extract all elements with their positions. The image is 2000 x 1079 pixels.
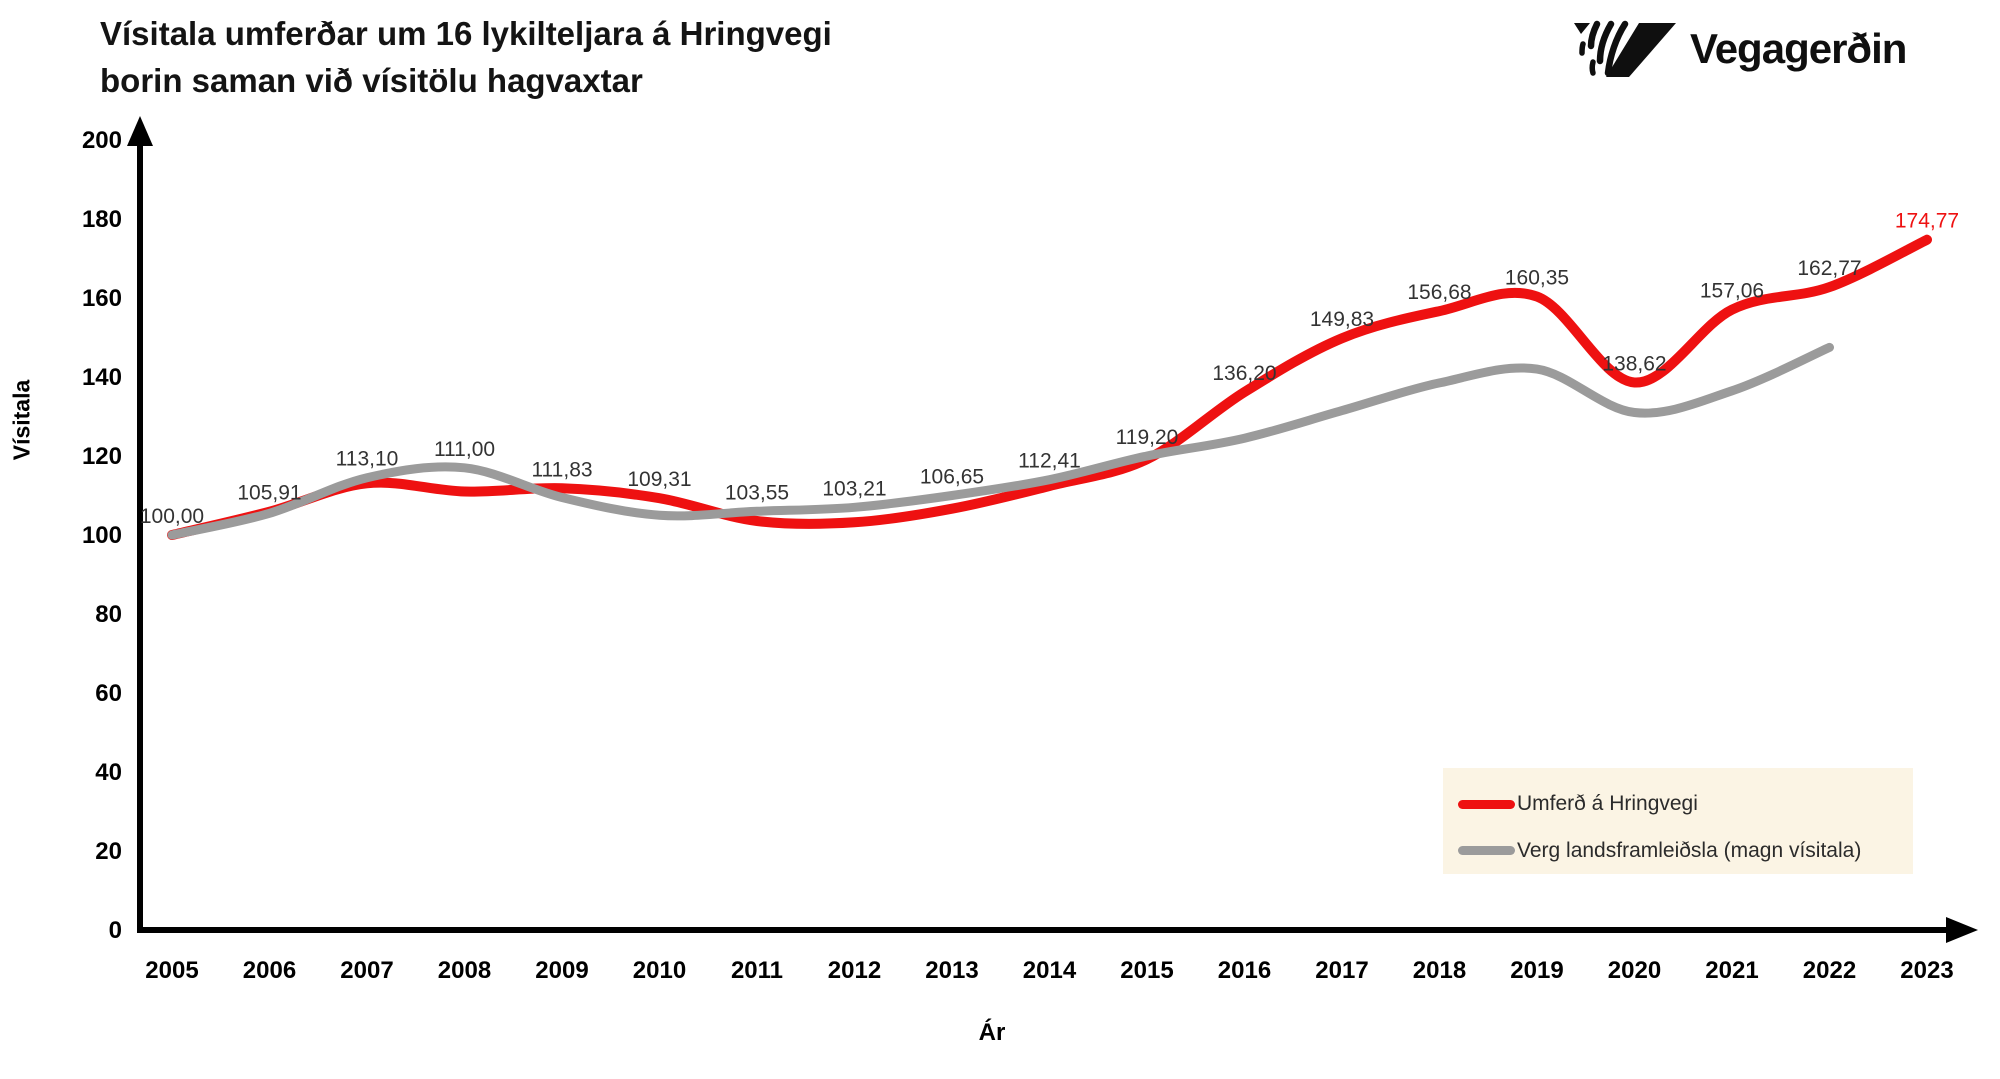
y-tick-label: 180 (82, 206, 122, 233)
y-axis-title: Vísitala (8, 379, 35, 461)
x-tick-label: 2023 (1900, 957, 1953, 984)
x-tick-label: 2021 (1705, 957, 1758, 984)
data-label: 162,77 (1797, 257, 1861, 280)
data-label: 111,00 (434, 438, 495, 461)
data-label: 111,83 (531, 458, 592, 481)
data-label: 174,77 (1895, 210, 1959, 233)
data-label: 103,21 (822, 477, 886, 500)
x-tick-label: 2014 (1023, 957, 1077, 984)
vegagerdin-logo-icon (1574, 20, 1676, 77)
logo-text: Vegagerðin (1690, 25, 1907, 72)
chart-title-line1: Vísitala umferðar um 16 lykilteljara á H… (100, 15, 832, 52)
series-line-umferd (167, 234, 1932, 540)
legend-item-vlf: Verg landsframleiðsla (magn vísitala) (1458, 830, 1903, 872)
data-label: 112,41 (1018, 450, 1081, 473)
x-tick-label: 2019 (1510, 957, 1563, 984)
x-tick-label: 2006 (243, 957, 296, 984)
data-label: 138,62 (1602, 352, 1666, 375)
x-tick-label: 2007 (340, 957, 393, 984)
data-label: 113,10 (336, 448, 399, 471)
y-tick-label: 80 (95, 601, 122, 628)
legend-swatch-gray (1458, 846, 1515, 856)
y-tick-label: 160 (82, 285, 122, 312)
x-tick-label: 2018 (1413, 957, 1466, 984)
data-label: 157,06 (1700, 280, 1764, 303)
x-tick-label: 2009 (535, 957, 588, 984)
x-tick-label: 2016 (1218, 957, 1271, 984)
chart-title: Vísitala umferðar um 16 lykilteljara á H… (100, 10, 832, 104)
x-tick-label: 2005 (145, 957, 198, 984)
data-label: 106,65 (920, 466, 984, 489)
legend-label-umferd: Umferð á Hringvegi (1517, 792, 1698, 816)
chart-title-line2: borin saman við vísitölu hagvaxtar (100, 62, 643, 99)
x-axis-arrow (1946, 917, 1978, 943)
legend-swatch-red (1458, 799, 1515, 809)
data-label: 119,20 (1116, 426, 1179, 449)
data-label: 103,55 (725, 481, 789, 504)
y-tick-label: 140 (82, 364, 122, 391)
x-tick-label: 2013 (925, 957, 978, 984)
y-tick-label: 120 (82, 443, 122, 470)
y-tick-label: 60 (95, 680, 122, 707)
data-label: 109,31 (627, 468, 691, 491)
data-label: 156,68 (1407, 281, 1471, 304)
legend-item-umferd: Umferð á Hringvegi (1458, 783, 1903, 825)
x-tick-label: 2010 (633, 957, 686, 984)
legend-label-vlf: Verg landsframleiðsla (magn vísitala) (1517, 838, 1862, 862)
x-tick-label: 2011 (731, 957, 783, 984)
data-label: 105,91 (237, 482, 301, 505)
x-tick-label: 2015 (1120, 957, 1173, 984)
vegagerdin-logo: Vegagerðin (1566, 20, 1907, 80)
data-label: 149,83 (1310, 308, 1374, 331)
x-tick-label: 2008 (438, 957, 491, 984)
x-axis-title: Ár (978, 1019, 1006, 1046)
y-axis-arrow (127, 116, 153, 146)
x-tick-label: 2020 (1608, 957, 1661, 984)
y-tick-label: 20 (95, 838, 122, 865)
y-tick-label: 0 (109, 917, 122, 944)
y-tick-label: 40 (95, 759, 122, 786)
y-tick-label: 100 (82, 522, 122, 549)
y-tick-label: 200 (82, 127, 122, 154)
data-label: 136,20 (1212, 362, 1276, 385)
x-tick-label: 2022 (1803, 957, 1856, 984)
legend: Umferð á Hringvegi Verg landsframleiðsla… (1443, 768, 1913, 874)
x-tick-label: 2017 (1315, 957, 1368, 984)
series-line-vlf (167, 342, 1834, 540)
data-label: 160,35 (1505, 267, 1569, 290)
data-label: 100,00 (140, 505, 204, 528)
x-tick-label: 2012 (828, 957, 881, 984)
